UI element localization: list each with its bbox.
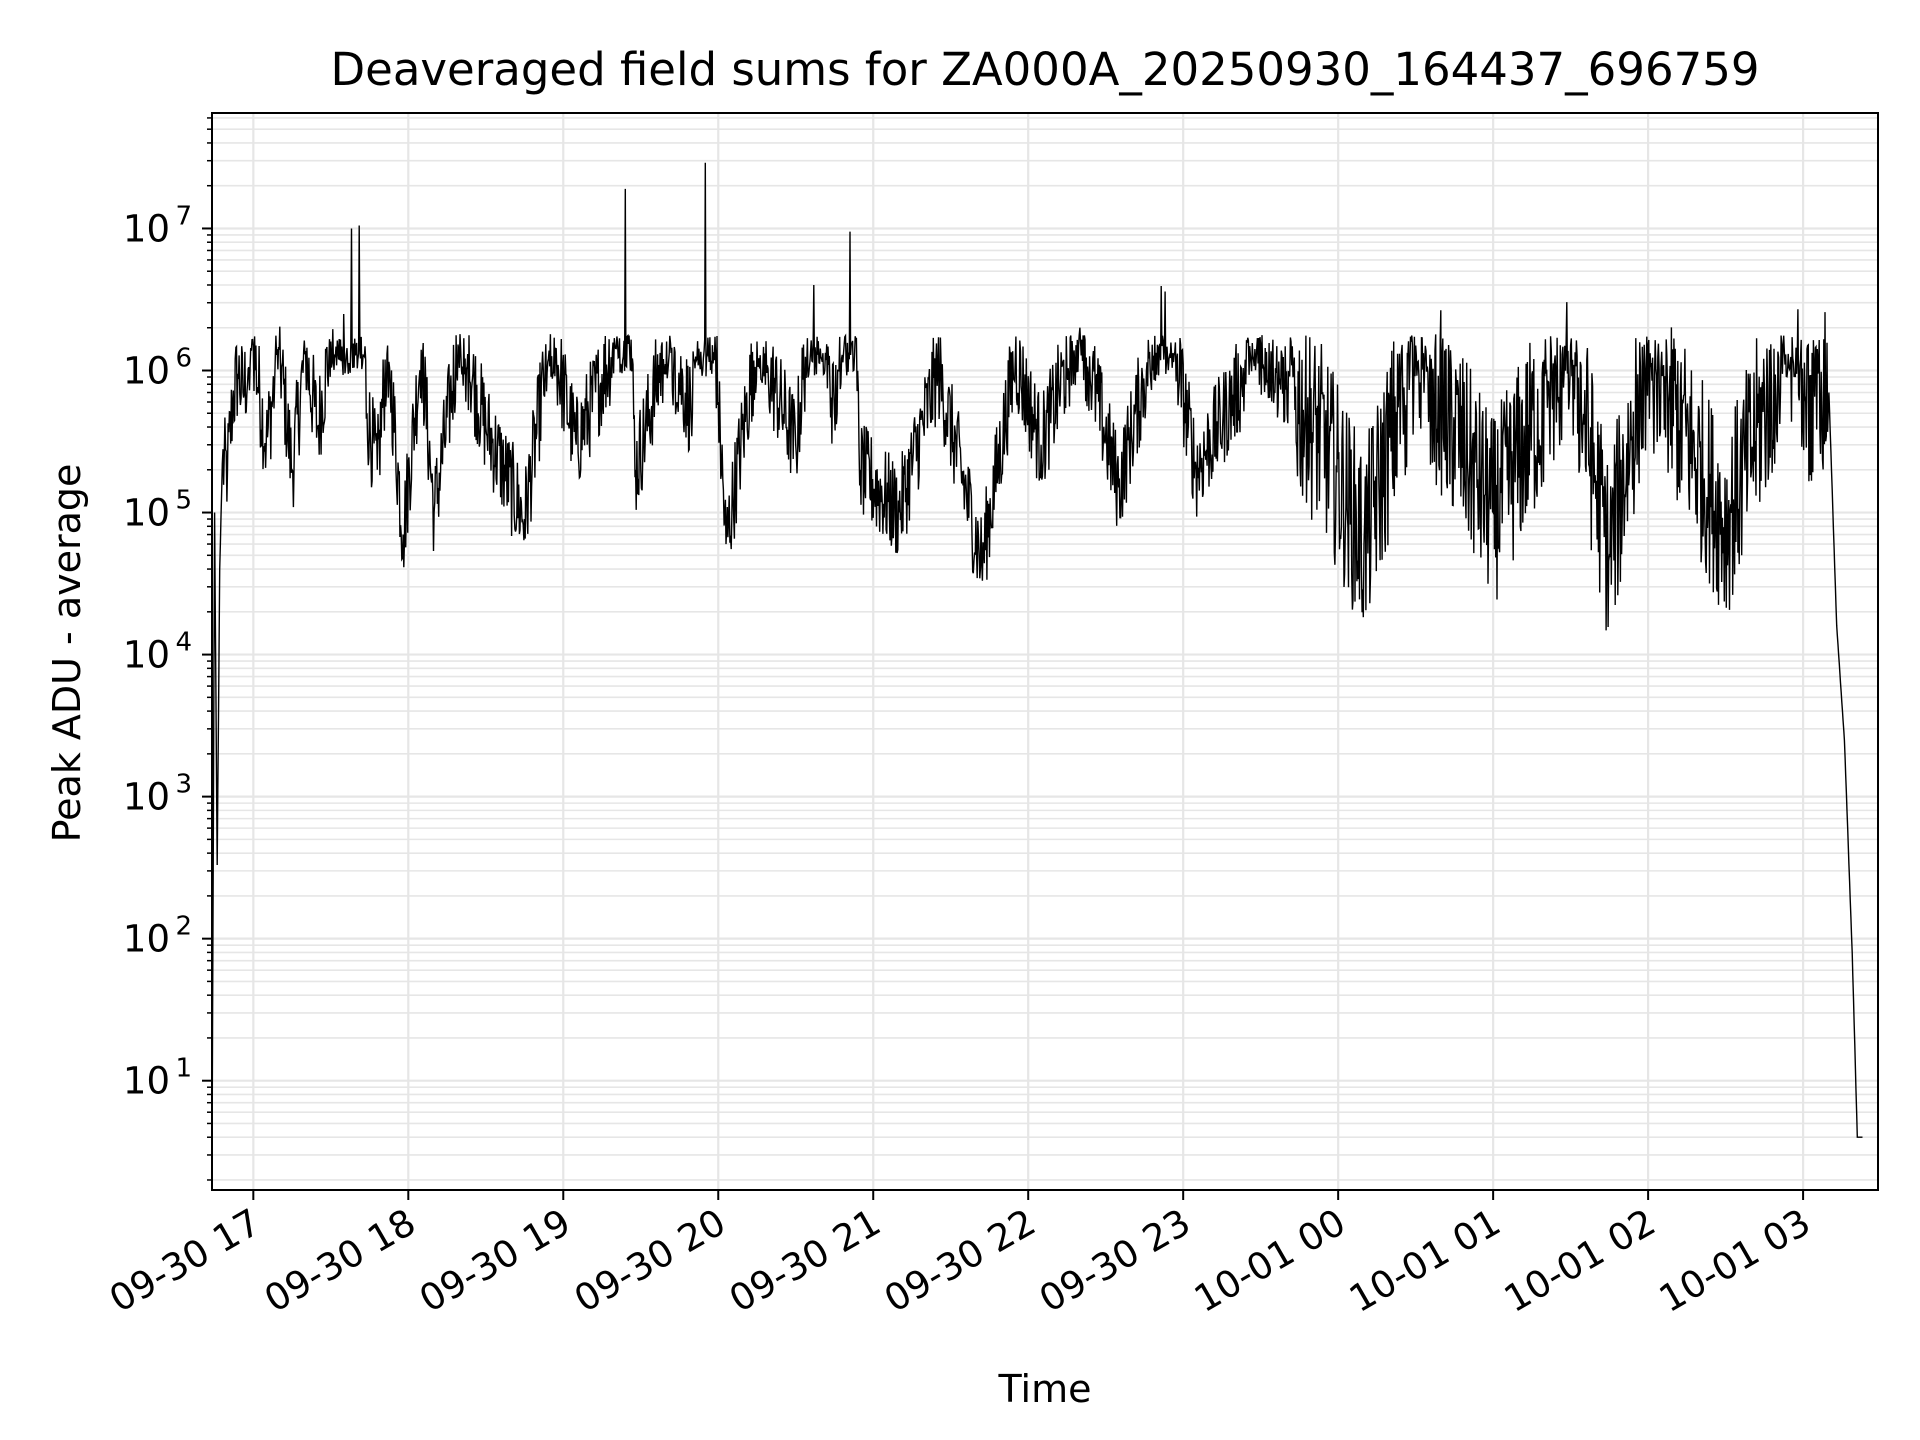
y-tick-label: 10: [123, 350, 170, 393]
series-layer: [212, 162, 1863, 1181]
y-tick-exponent: 2: [175, 912, 192, 942]
y-tick-exponent: 1: [175, 1054, 192, 1084]
y-tick-label: 10: [123, 776, 170, 819]
y-tick-label: 10: [123, 634, 170, 677]
y-tick-label: 10: [123, 1060, 170, 1103]
x-axis-label: Time: [998, 1367, 1092, 1411]
y-tick-exponent: 3: [175, 770, 192, 800]
y-tick-exponent: 7: [175, 201, 192, 231]
y-tick-label: 10: [123, 207, 170, 250]
chart-title: Deaveraged field sums for ZA000A_2025093…: [331, 43, 1760, 96]
grid: [212, 113, 1878, 1190]
y-tick-label: 10: [123, 918, 170, 961]
y-tick-exponent: 4: [175, 628, 192, 658]
y-tick-exponent: 6: [175, 344, 192, 374]
series-line-0: [212, 162, 1863, 1181]
y-tick-label: 10: [123, 492, 170, 535]
y-tick-exponent: 5: [175, 486, 192, 516]
y-axis-label: Peak ADU - average: [45, 464, 89, 843]
y-minor-ticks: [207, 117, 212, 1181]
plot-frame: [211, 112, 1879, 1191]
